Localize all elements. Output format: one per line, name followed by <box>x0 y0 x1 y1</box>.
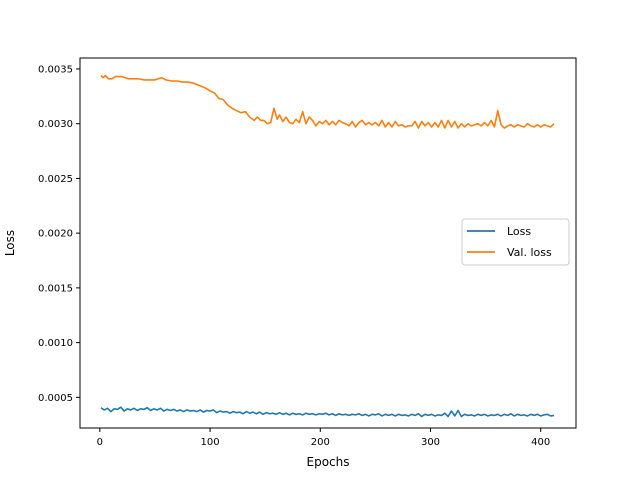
x-axis: 0 100 200 300 400 <box>97 428 550 448</box>
y-tick-label: 0.0015 <box>38 283 73 294</box>
y-tick-label: 0.0025 <box>38 174 73 185</box>
x-axis-label: Epochs <box>307 455 350 469</box>
y-tick-label: 0.0035 <box>38 64 73 75</box>
y-tick-label: 0.0030 <box>38 119 73 130</box>
y-tick-label: 0.0010 <box>38 338 73 349</box>
series-line-val-loss <box>100 74 555 129</box>
x-tick-label: 0 <box>97 437 103 448</box>
series-line-loss <box>100 406 555 418</box>
legend: Loss Val. loss <box>461 218 570 266</box>
x-tick-label: 200 <box>311 437 330 448</box>
y-tick-label: 0.0020 <box>38 229 73 240</box>
x-tick-label: 300 <box>421 437 440 448</box>
plot-area-frame <box>79 57 577 429</box>
legend-label-loss: Loss <box>507 225 531 238</box>
y-tick-label: 0.0005 <box>38 393 73 404</box>
y-axis-label: Loss <box>3 230 17 256</box>
x-tick-label: 100 <box>201 437 220 448</box>
y-axis: 0.0005 0.0010 0.0015 0.0020 0.0025 0.0030 0.00… <box>38 64 80 404</box>
legend-label-val-loss: Val. loss <box>507 246 552 259</box>
x-tick-label: 400 <box>531 437 550 448</box>
